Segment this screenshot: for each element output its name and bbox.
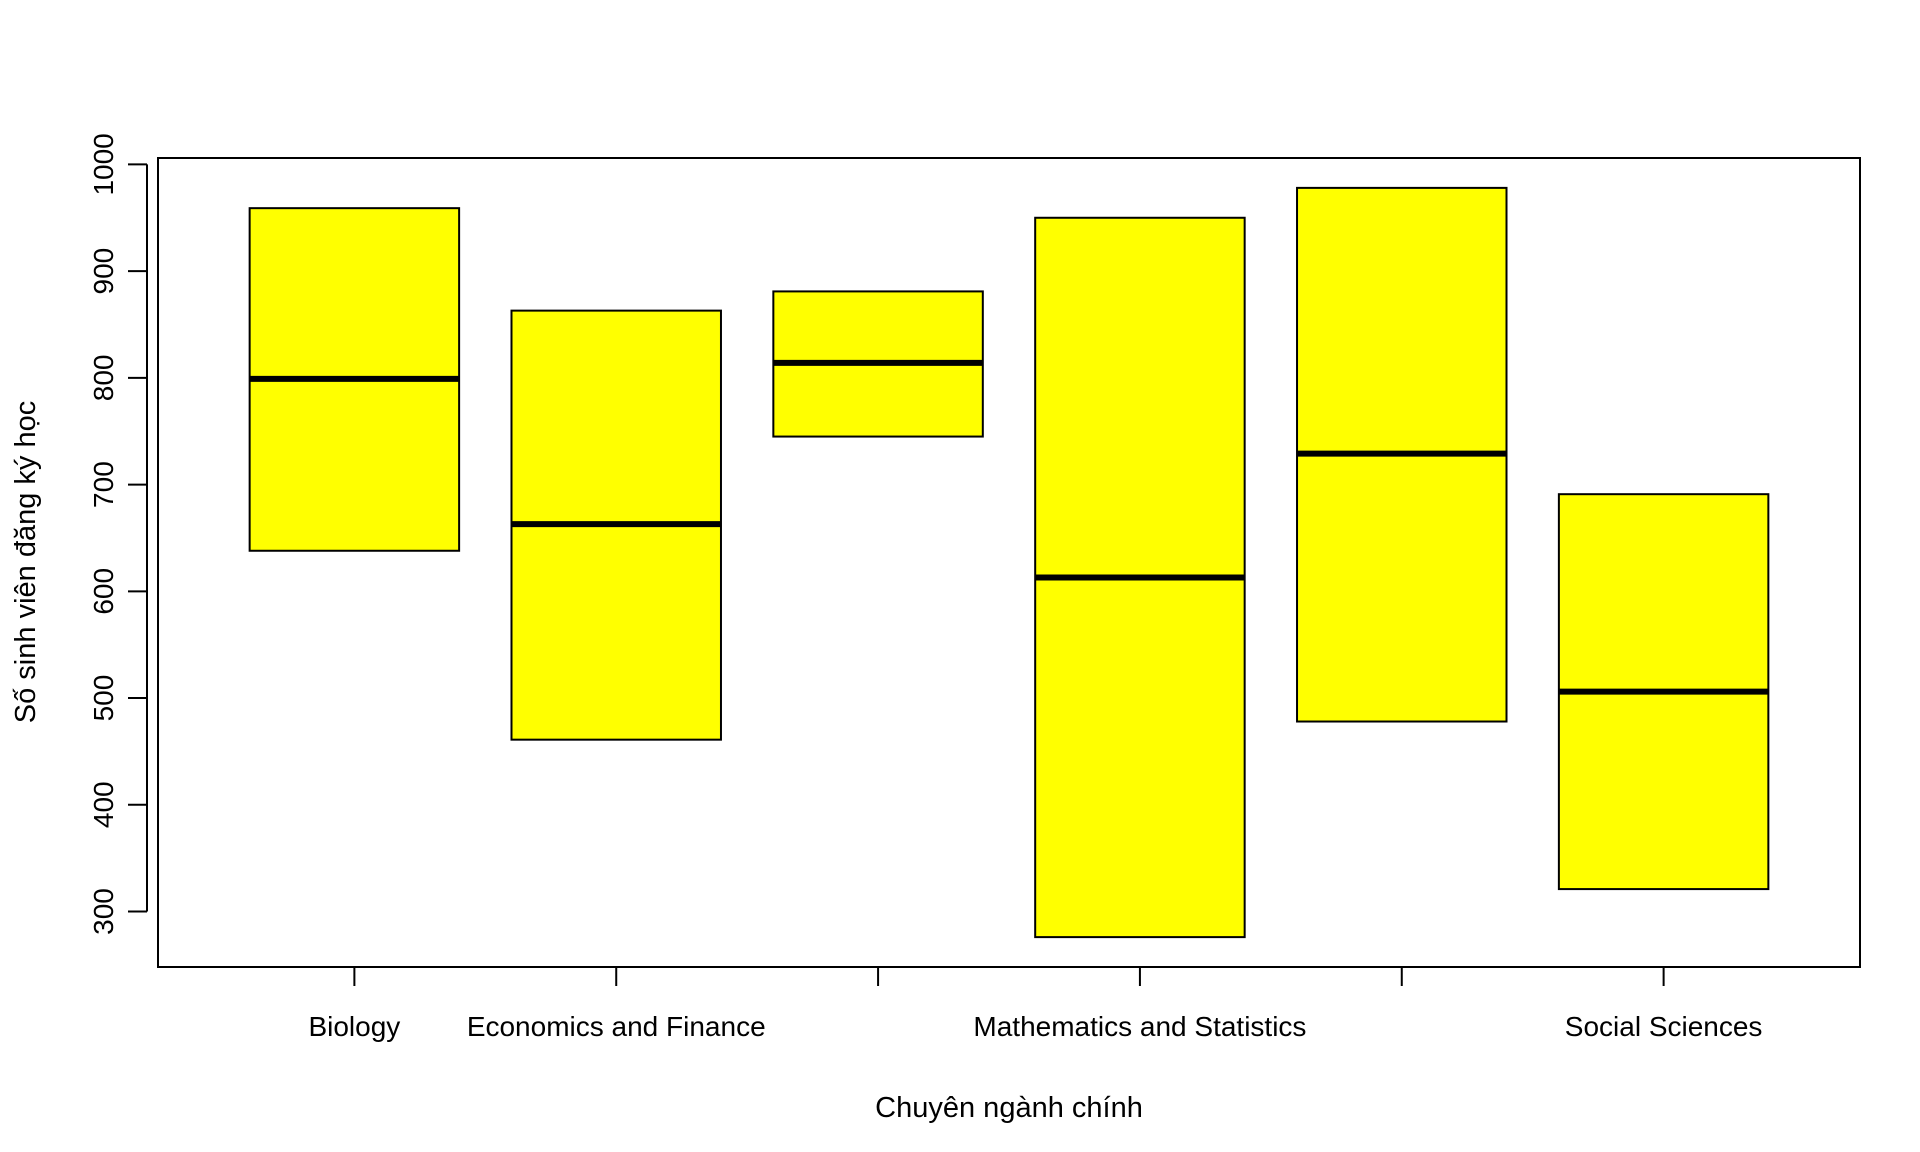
y-axis-title: Số sinh viên đăng ký học [10,401,42,723]
box-group [510,309,722,741]
x-tick-label: Mathematics and Statistics [973,1011,1306,1042]
y-tick-label: 500 [88,675,119,722]
x-tick-label: Social Sciences [1565,1011,1763,1042]
y-tick-label: 400 [88,781,119,828]
y-tick-label: 900 [88,248,119,295]
y-tick-label: 700 [88,461,119,508]
y-tick-label: 800 [88,355,119,402]
y-tick-label: 600 [88,568,119,615]
x-axis-title: Chuyên ngành chính [875,1092,1143,1124]
box-group [1557,493,1770,891]
y-tick-label: 300 [88,888,119,935]
y-tick-label: 1000 [88,133,119,195]
x-tick-label: Economics and Finance [467,1011,766,1042]
box-group [1034,216,1246,939]
box-group [1296,186,1508,723]
boxes [248,186,1770,939]
x-axis: Biology Economics and Finance Mathematics … [308,966,1763,1042]
y-axis: 300 400 500 600 700 800 900 1000 [88,133,148,935]
x-tick-label: Biology [308,1011,400,1042]
box-group [772,290,984,438]
box-group [248,207,461,552]
